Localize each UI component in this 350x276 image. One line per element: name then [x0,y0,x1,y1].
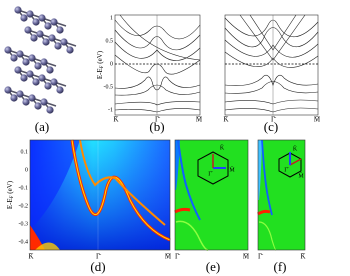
inset-label: M̄ [298,172,304,179]
atom [4,46,12,54]
y-tick-label: 0 [110,61,113,67]
panel-label: (d) [90,259,105,274]
atom [10,94,18,102]
panel-label: (a) [35,119,49,134]
x-tick-label: K̄ [223,116,228,124]
atom [50,78,58,86]
y-tick-label: -1 [108,107,113,113]
atom [40,58,48,66]
atom [14,66,22,74]
atom [16,50,24,58]
y-axis-sub: F [10,195,15,198]
x-tick-label: K̄ [300,253,305,261]
crystal-structure [4,6,77,114]
atom [26,10,34,18]
atom [20,14,28,22]
atom [48,34,56,42]
atom [46,66,54,74]
atom [44,82,52,90]
atom [30,34,38,42]
x-tick-label: Γ̄ [96,253,102,261]
y-tick-label: -0.1 [19,185,29,191]
atom [66,46,74,54]
atom [36,30,44,38]
atom [38,74,46,82]
atom [32,78,40,86]
atom [44,22,52,30]
y-tick-label: -0.5 [104,84,114,90]
y-tick-label: 1 [110,15,113,21]
y-tick-label: 0.5 [106,38,114,44]
x-tick-label: M̄ [196,116,203,124]
atom [22,98,30,106]
y-axis-main: E-E [96,68,104,79]
atom [28,94,36,102]
x-tick-label: Γ̄ [271,116,277,124]
band-plot [114,14,201,116]
atom [38,14,46,22]
inset-label: Γ̄ [208,171,212,177]
inset-label: K̄ [220,144,225,151]
atom [24,26,32,34]
x-tick-label: M̄ [314,116,321,124]
inset-label: Γ̄ [284,167,288,173]
atom [46,106,54,114]
band-plot [224,14,319,116]
atom [28,54,36,62]
x-tick-label: M̄ [165,253,172,261]
atom [22,58,30,66]
x-tick-label: Γ̄ [175,253,181,261]
panel-label: (e) [206,259,220,274]
y-axis-unit: (eV) [96,50,104,65]
atom [50,18,58,26]
y-axis-main: E-E [6,198,14,209]
atom [14,6,22,14]
y-tick-label: -0.3 [19,221,29,227]
inset-label: M̄ [229,166,235,173]
atom [10,54,18,62]
spectral-map [174,139,249,251]
atom [56,86,64,94]
x-tick-label: M̄ [243,253,250,261]
atom [32,18,40,26]
spectral-map [257,139,306,251]
panel-label: (f) [274,259,287,274]
atom [34,102,42,110]
x-tick-label: K̄ [28,253,33,261]
atom [54,42,62,50]
y-tick-label: 0 [25,167,28,173]
spectral-map [29,139,171,251]
atom [60,38,68,46]
atom [42,38,50,46]
atom [40,98,48,106]
atom [26,70,34,78]
atom [56,26,64,34]
y-axis-label: E-EF (eV) [96,50,106,79]
atom [34,62,42,70]
y-tick-label: 0.1 [21,149,29,155]
y-tick-label: -0.4 [19,239,29,245]
atom [20,74,28,82]
x-tick-label: K̄ [113,116,118,124]
inset-label: K̄ [293,145,298,152]
x-tick-label: Γ̄ [155,116,161,124]
y-axis-sub: F [100,65,105,68]
panel-label: (c) [264,119,278,134]
y-tick-label: -0.2 [19,203,29,209]
y-axis-label: E-EF (eV) [6,180,16,209]
atom [4,86,12,94]
y-axis-unit: (eV) [6,180,14,195]
panel-label: (b) [149,119,164,134]
atom [16,90,24,98]
x-tick-label: Γ̄ [258,253,264,261]
